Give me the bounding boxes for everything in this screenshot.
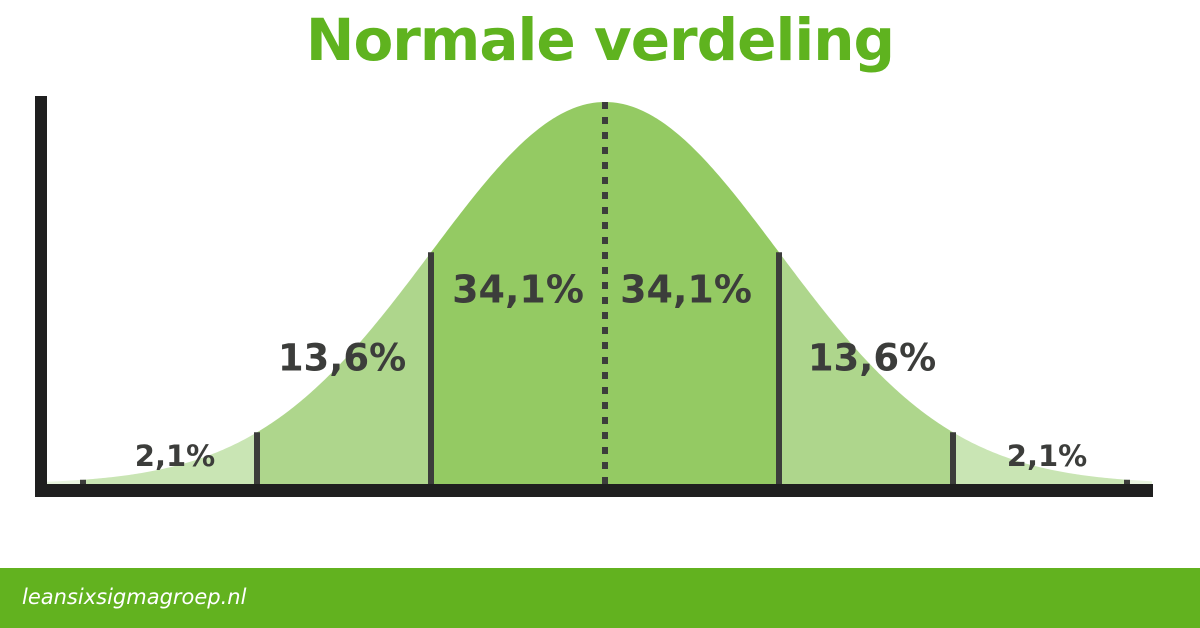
- footer-bar: leansixsigmagroep.nl: [0, 568, 1200, 628]
- dividers-layer: [80, 102, 1130, 484]
- band-5: [953, 432, 1127, 484]
- normal-distribution-chart: 2,1% 13,6% 34,1% 34,1% 13,6% 2,1%: [35, 96, 1153, 497]
- band-label-2: 34,1%: [452, 268, 584, 312]
- y-axis: [35, 96, 47, 497]
- labels-layer: 2,1% 13,6% 34,1% 34,1% 13,6% 2,1%: [135, 268, 1087, 474]
- band-2: [431, 102, 605, 484]
- axes-layer: [35, 96, 1153, 497]
- band-4: [779, 252, 953, 484]
- band-0: [83, 432, 257, 484]
- band-label-1: 13,6%: [278, 337, 406, 380]
- band-label-4: 13,6%: [808, 337, 936, 380]
- chart-title: Normale verdeling: [305, 6, 895, 74]
- band-label-0: 2,1%: [135, 439, 215, 473]
- bands-layer: [35, 102, 1152, 484]
- website-link[interactable]: leansixsigmagroep.nl: [22, 585, 247, 609]
- tail-right: [1127, 479, 1152, 484]
- x-axis: [35, 484, 1153, 497]
- band-1: [257, 252, 431, 484]
- band-3: [605, 102, 779, 484]
- band-label-3: 34,1%: [620, 268, 752, 312]
- band-label-5: 2,1%: [1007, 439, 1087, 473]
